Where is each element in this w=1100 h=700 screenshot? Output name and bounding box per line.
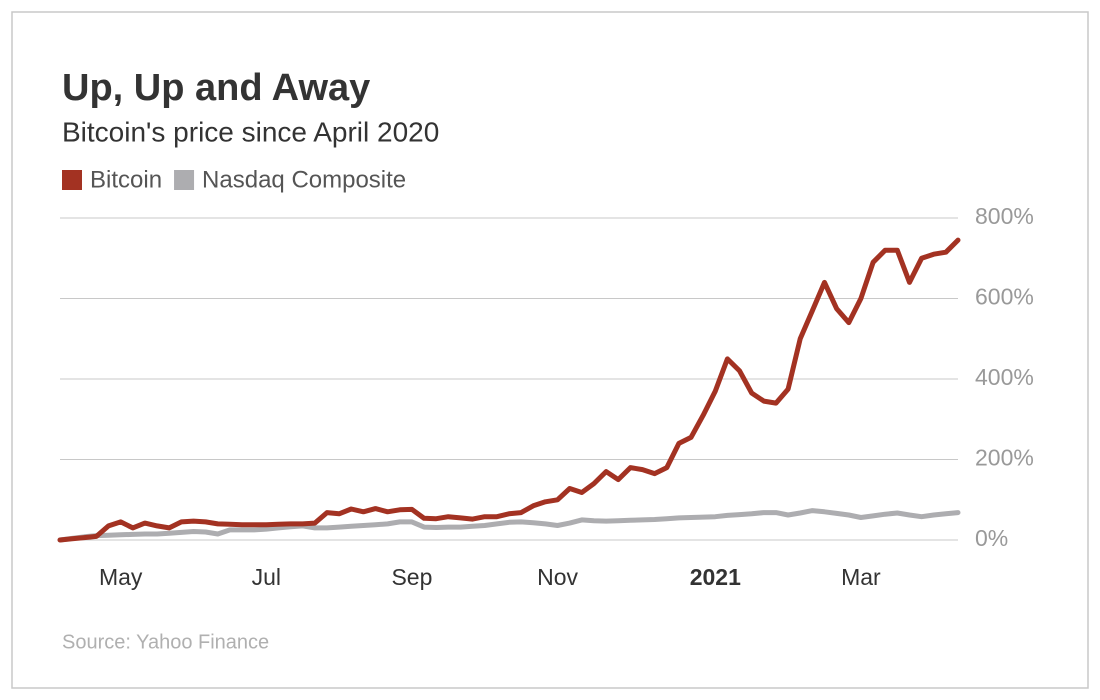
- legend-label: Bitcoin: [90, 166, 162, 193]
- legend-label: Nasdaq Composite: [202, 166, 406, 193]
- legend-swatch: [62, 170, 82, 190]
- x-tick-label: Jul: [252, 564, 281, 590]
- legend-swatch: [174, 170, 195, 190]
- frame: [11, 11, 1089, 689]
- y-tick-label: 200%: [975, 445, 1034, 471]
- y-tick-label: 0%: [975, 525, 1008, 551]
- x-tick-label: Mar: [841, 564, 881, 590]
- x-tick-label: May: [99, 564, 143, 590]
- y-tick-label: 800%: [975, 203, 1034, 229]
- x-tick-label: Nov: [537, 564, 578, 590]
- x-tick-label: Sep: [391, 564, 432, 590]
- y-tick-label: 600%: [975, 284, 1034, 310]
- source: Source: Yahoo Finance: [62, 631, 269, 653]
- x-tick-label: 2021: [690, 564, 741, 590]
- line-series: [57, 237, 961, 543]
- y-tick-label: 400%: [975, 364, 1034, 390]
- chart-title: Up, Up and Away: [62, 67, 370, 109]
- chart-subtitle: Bitcoin's price since April 2020: [62, 116, 439, 147]
- line-series: [57, 508, 961, 543]
